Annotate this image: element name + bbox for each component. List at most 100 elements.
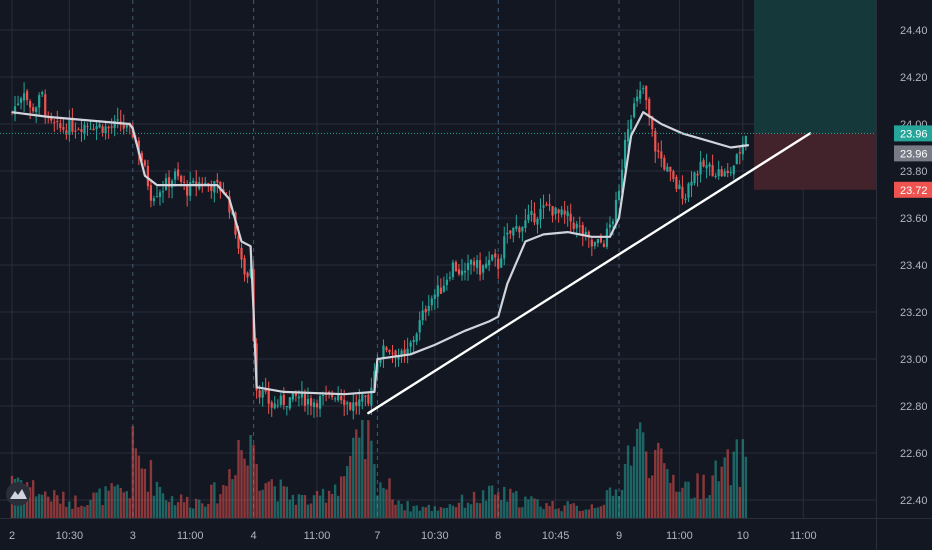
volume-bar — [182, 502, 186, 518]
volume-bar — [645, 451, 648, 518]
candle-body — [593, 242, 596, 247]
volume-bar — [614, 489, 618, 518]
time-axis[interactable]: 2 10:30 3 11:00 4 11:00 7 10:30 8 10:45 9 11:00 10 11… — [0, 518, 932, 543]
volume-bar — [110, 483, 113, 518]
candle-body — [309, 398, 313, 406]
trendline[interactable] — [367, 132, 812, 415]
candle-body — [630, 119, 633, 130]
volume-bar — [605, 490, 609, 518]
volume-bar — [255, 463, 258, 518]
candle-body — [294, 393, 297, 396]
volume-bar — [475, 502, 479, 518]
time-tick-label: 4 — [251, 530, 257, 542]
candle-body — [204, 182, 207, 186]
volume-bar — [578, 511, 581, 518]
volume-bar — [98, 488, 101, 518]
volume-bar — [503, 486, 506, 518]
tradingview-logo-icon[interactable] — [6, 482, 30, 506]
candle-body — [488, 259, 491, 266]
candle-body — [16, 103, 20, 105]
volume-bar — [454, 507, 458, 518]
candle-body — [614, 199, 618, 223]
candle-body — [167, 177, 171, 187]
candle-body — [687, 183, 690, 198]
candle-body — [454, 261, 458, 272]
candle-body — [56, 120, 59, 122]
volume-bar — [554, 509, 557, 518]
candle-body — [155, 196, 159, 198]
volume-bar — [512, 492, 515, 518]
price-badge-label: 23.72 — [900, 185, 928, 197]
volume-bar — [738, 487, 742, 518]
candle-body — [379, 359, 382, 364]
candle-body — [460, 270, 464, 276]
candle-body — [527, 214, 530, 221]
candle-body — [744, 136, 747, 146]
volume-bar — [288, 499, 292, 518]
grid-lines — [0, 0, 876, 518]
candle-body — [482, 265, 485, 273]
candle-body — [382, 345, 385, 360]
candle-body — [303, 393, 307, 406]
volume-bar — [228, 469, 231, 518]
volume-bar — [270, 479, 273, 518]
volume-bar — [657, 442, 660, 518]
volume-bar — [424, 507, 427, 518]
volume-bar — [346, 466, 349, 518]
volume-bar — [273, 486, 276, 518]
volume-bar — [225, 486, 228, 518]
candle-body — [506, 232, 509, 235]
time-tick-label: 10:45 — [542, 530, 570, 542]
volume-bar — [243, 458, 246, 518]
candle-body — [560, 209, 563, 215]
candle-body — [433, 294, 436, 299]
trendline-segment[interactable] — [367, 132, 812, 415]
volume-bar — [487, 485, 491, 518]
candle-body — [439, 287, 442, 294]
volume-bar — [113, 486, 116, 518]
volume-bar — [666, 469, 669, 518]
volume-bar — [343, 476, 346, 518]
volume-bar — [339, 476, 343, 518]
volume-bar — [587, 509, 591, 518]
candle-body — [457, 269, 461, 275]
price-axis[interactable]: 22.40 22.60 22.80 23.00 23.20 23.40 23.60 23.80… — [876, 0, 928, 550]
candle-body — [331, 394, 334, 398]
candle-body — [563, 210, 566, 215]
time-tick-label: 10:30 — [421, 530, 449, 542]
candle-body — [104, 126, 107, 134]
candle-body — [385, 347, 388, 351]
candle-body — [279, 395, 282, 405]
volume-bar — [41, 494, 44, 518]
candle-body — [566, 211, 569, 217]
volume-bar — [249, 435, 252, 518]
candle-body — [65, 130, 68, 135]
candle-body — [626, 129, 630, 142]
volume-bar — [185, 496, 189, 518]
volume-bar — [596, 507, 600, 518]
time-tick-label: 11:00 — [790, 530, 817, 542]
volume-bar — [575, 505, 578, 518]
candle-body — [349, 402, 352, 410]
volume-bar — [427, 504, 430, 518]
volume-bar — [412, 505, 415, 518]
candle-body — [213, 180, 216, 193]
candle-body — [590, 239, 593, 247]
volume-bar — [379, 482, 382, 518]
candle-body — [210, 185, 213, 191]
volume-bar — [527, 499, 530, 518]
candle-body — [358, 399, 361, 407]
volume-bar — [22, 494, 26, 518]
tradingview-logo[interactable] — [6, 482, 30, 506]
candle-body — [602, 243, 606, 247]
candle-body — [146, 165, 149, 187]
candle-body — [89, 128, 92, 130]
volume-bar — [83, 506, 86, 518]
time-tick-label: 11:00 — [666, 530, 693, 542]
price-tick-label: 22.80 — [900, 401, 928, 413]
price-tick-label: 24.40 — [900, 25, 928, 37]
volume-bar — [318, 495, 322, 518]
volume-bar — [37, 494, 41, 518]
